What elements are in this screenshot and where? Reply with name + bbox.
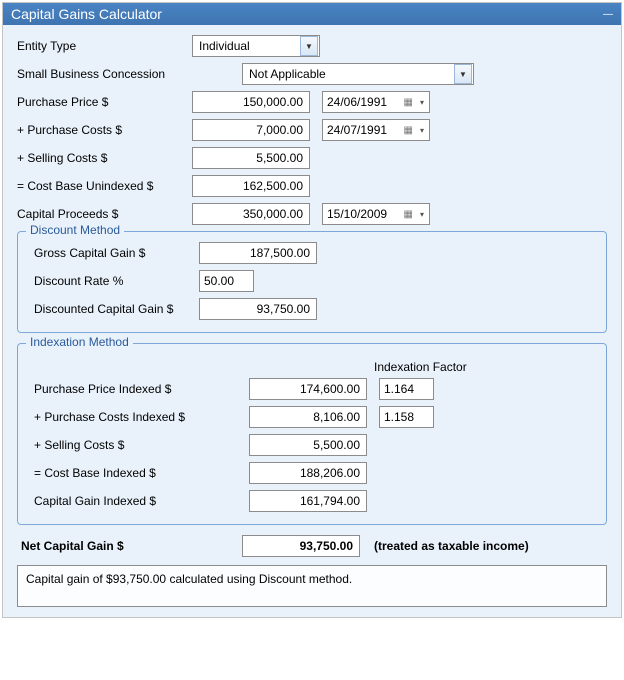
selling-costs-idx-label: + Selling Costs $ bbox=[24, 438, 199, 452]
entity-type-label: Entity Type bbox=[17, 39, 192, 53]
price-indexed-input bbox=[249, 378, 367, 400]
indexation-legend: Indexation Method bbox=[26, 335, 133, 349]
entity-type-select[interactable]: Individual ▼ bbox=[192, 35, 320, 57]
window-title: Capital Gains Calculator bbox=[11, 6, 162, 22]
calendar-icon: ▦ bbox=[402, 209, 415, 220]
capital-proceeds-input[interactable] bbox=[192, 203, 310, 225]
concession-select[interactable]: Not Applicable ▼ bbox=[242, 63, 474, 85]
purchase-price-label: Purchase Price $ bbox=[17, 95, 192, 109]
cost-base-unindexed-input bbox=[192, 175, 310, 197]
summary-box: Capital gain of $93,750.00 calculated us… bbox=[17, 565, 607, 607]
price-factor-input bbox=[379, 378, 434, 400]
dropdown-icon: ▾ bbox=[415, 126, 429, 135]
cost-base-unindexed-label: = Cost Base Unindexed $ bbox=[17, 179, 192, 193]
purchase-costs-input[interactable] bbox=[192, 119, 310, 141]
costs-indexed-input bbox=[249, 406, 367, 428]
purchase-costs-label: + Purchase Costs $ bbox=[17, 123, 192, 137]
costs-factor-input bbox=[379, 406, 434, 428]
net-gain-note: (treated as taxable income) bbox=[374, 539, 529, 553]
calculator-window: Capital Gains Calculator — Entity Type I… bbox=[2, 2, 622, 618]
gain-indexed-input bbox=[249, 490, 367, 512]
gain-indexed-label: Capital Gain Indexed $ bbox=[24, 494, 199, 508]
costs-indexed-label: + Purchase Costs Indexed $ bbox=[24, 410, 199, 424]
window-content: Entity Type Individual ▼ Small Business … bbox=[3, 25, 621, 617]
selling-costs-input[interactable] bbox=[192, 147, 310, 169]
cost-base-indexed-label: = Cost Base Indexed $ bbox=[24, 466, 199, 480]
concession-label: Small Business Concession bbox=[17, 67, 192, 81]
selling-costs-label: + Selling Costs $ bbox=[17, 151, 192, 165]
net-gain-input bbox=[242, 535, 360, 557]
price-indexed-label: Purchase Price Indexed $ bbox=[24, 382, 199, 396]
discount-method-group: Discount Method Gross Capital Gain $ Dis… bbox=[17, 231, 607, 333]
entity-type-value: Individual bbox=[193, 39, 299, 53]
calendar-icon: ▦ bbox=[402, 125, 415, 136]
discount-rate-label: Discount Rate % bbox=[24, 274, 199, 288]
capital-proceeds-label: Capital Proceeds $ bbox=[17, 207, 192, 221]
dropdown-icon: ▾ bbox=[415, 210, 429, 219]
discounted-gain-input bbox=[199, 298, 317, 320]
purchase-price-date[interactable]: 24/06/1991 ▦ ▾ bbox=[322, 91, 430, 113]
dropdown-icon: ▼ bbox=[454, 64, 472, 84]
gross-gain-label: Gross Capital Gain $ bbox=[24, 246, 199, 260]
discount-legend: Discount Method bbox=[26, 223, 124, 237]
calendar-icon: ▦ bbox=[402, 97, 415, 108]
concession-value: Not Applicable bbox=[243, 67, 453, 81]
purchase-price-input[interactable] bbox=[192, 91, 310, 113]
discounted-gain-label: Discounted Capital Gain $ bbox=[24, 302, 199, 316]
dropdown-icon: ▼ bbox=[300, 36, 318, 56]
capital-proceeds-date[interactable]: 15/10/2009 ▦ ▾ bbox=[322, 203, 430, 225]
cost-base-indexed-input bbox=[249, 462, 367, 484]
selling-costs-idx-input bbox=[249, 434, 367, 456]
purchase-costs-date[interactable]: 24/07/1991 ▦ ▾ bbox=[322, 119, 430, 141]
dropdown-icon: ▾ bbox=[415, 98, 429, 107]
window-titlebar: Capital Gains Calculator — bbox=[3, 3, 621, 25]
net-gain-label: Net Capital Gain $ bbox=[17, 539, 242, 553]
indexation-factor-header: Indexation Factor bbox=[374, 360, 600, 374]
gross-gain-input bbox=[199, 242, 317, 264]
indexation-method-group: Indexation Method Indexation Factor Purc… bbox=[17, 343, 607, 525]
summary-text: Capital gain of $93,750.00 calculated us… bbox=[26, 572, 352, 586]
discount-rate-input[interactable] bbox=[199, 270, 254, 292]
minimize-button[interactable]: — bbox=[603, 9, 613, 20]
